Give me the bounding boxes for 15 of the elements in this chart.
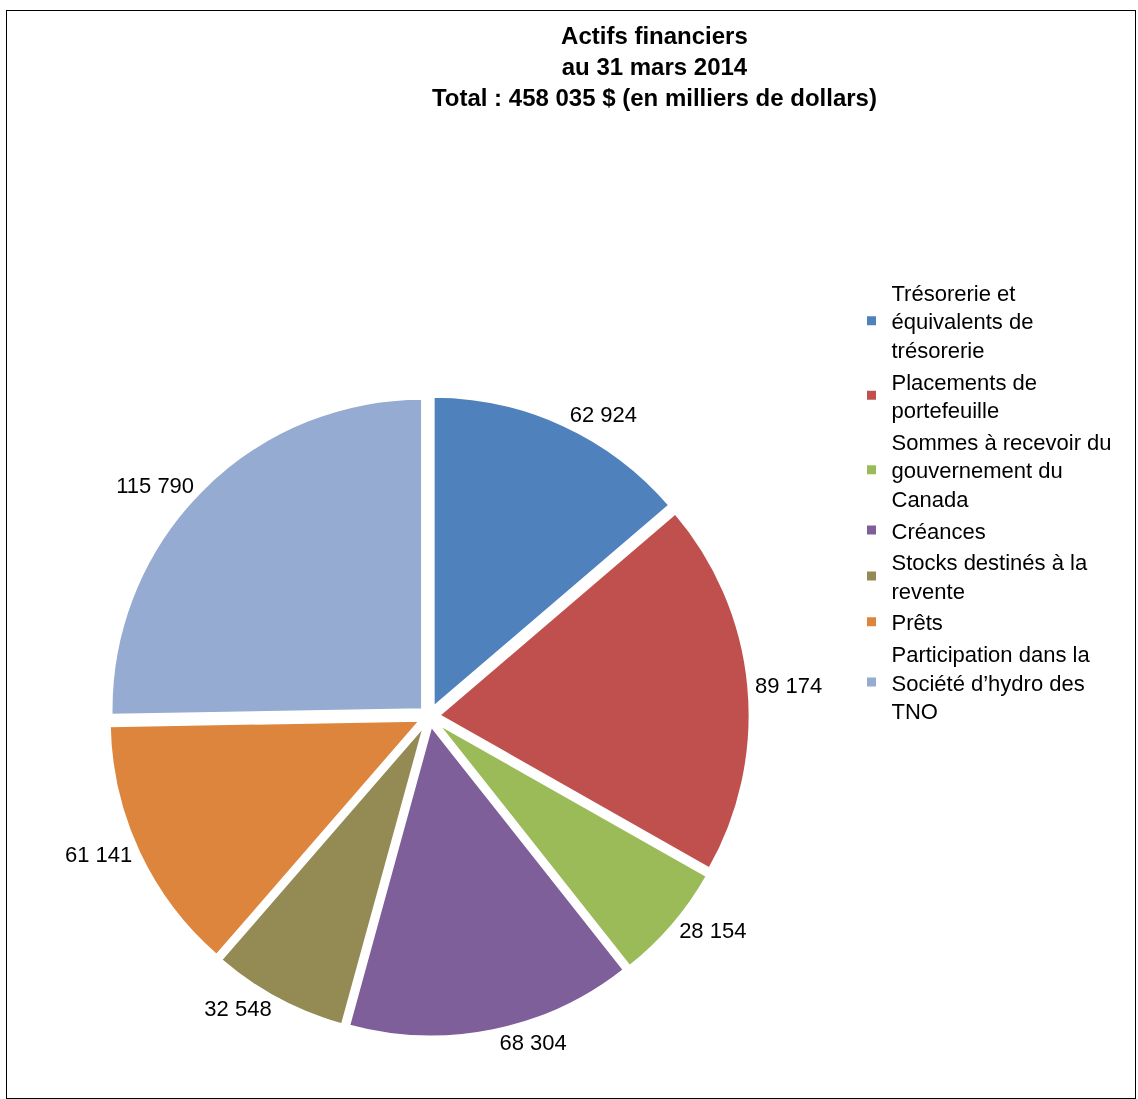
- data-label: 68 304: [499, 1030, 567, 1056]
- data-label: 89 174: [754, 672, 823, 698]
- data-label: 61 141: [64, 841, 133, 867]
- legend-label: Prêts: [891, 610, 943, 636]
- data-label: 28 154: [679, 917, 747, 943]
- legend-label: Créances: [891, 518, 986, 544]
- legend-label: Stocks destinés à la revente: [891, 550, 1088, 604]
- legend-label: Placements de portefeuille: [891, 369, 1038, 424]
- data-label: 62 924: [569, 401, 638, 427]
- data-label: 115 790: [116, 472, 195, 498]
- data-label: 32 548: [204, 996, 272, 1022]
- legend-label: Sommes à recevoir du gouvernement du Canada: [891, 429, 1112, 512]
- legend-label: Trésorerie et équivalents de trésorerie: [891, 280, 1034, 363]
- chart-title: Actifs financiers au 31 mars 2014 Total : 458 035 $ (en milliers de dollars): [431, 21, 877, 111]
- legend-label: Participation dans la Société d’hydro des TNO: [891, 641, 1091, 725]
